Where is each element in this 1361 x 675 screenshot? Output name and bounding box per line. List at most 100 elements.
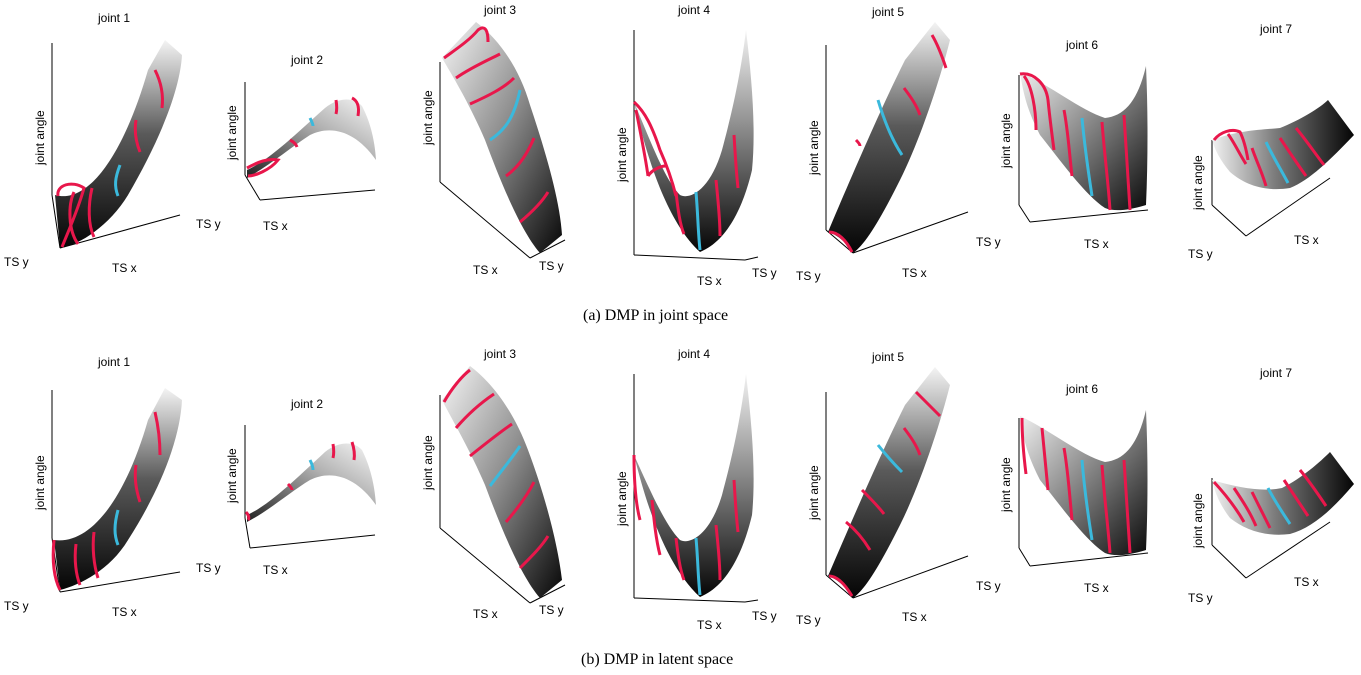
trajectory-demo [1226, 133, 1248, 165]
axis-label-x: TS x [112, 605, 137, 619]
axis-label-x: TS x [473, 607, 498, 621]
trajectory-demo [331, 443, 336, 459]
trajectory-demo [1062, 109, 1074, 177]
axis-x [59, 571, 181, 593]
trajectory-generated [694, 191, 702, 251]
trajectory-demo [289, 138, 299, 148]
axis-y [825, 574, 854, 599]
trajectory-demo [914, 390, 942, 418]
trajectory-demo [902, 87, 922, 116]
axis-x [249, 534, 376, 549]
trajectory-demo [828, 574, 854, 597]
axis-label-angle: joint angle [33, 110, 47, 166]
axis-x [852, 211, 969, 254]
surface [442, 22, 562, 253]
trajectory-demo [1294, 127, 1326, 166]
trajectory-demo [1122, 459, 1132, 554]
trajectory-demo [902, 427, 922, 456]
axis-label-angle: joint angle [1191, 493, 1205, 549]
trajectory-demo [469, 76, 516, 106]
trajectory-demo [73, 543, 82, 586]
trajectory-demo [634, 109, 667, 177]
axis-label-angle: joint angle [421, 435, 435, 491]
trajectory-generated [1080, 117, 1094, 197]
trajectory-generated [1264, 141, 1290, 184]
trajectory-generated [876, 444, 904, 474]
panel-title: joint 1 [97, 355, 130, 369]
axis-x [852, 555, 969, 599]
axis-label-x: TS x [902, 610, 927, 624]
axis-x [1029, 209, 1149, 223]
trajectory-generated [876, 99, 904, 156]
axis-label-x: TS x [263, 219, 288, 233]
axis-label-x: TS x [697, 618, 722, 632]
surface [828, 367, 950, 598]
axis-label-y2: TS y [196, 217, 221, 231]
caption-b: (b) DMP in latent space [581, 651, 733, 668]
trajectory-demo [1232, 487, 1258, 527]
trajectory-demo [674, 191, 686, 235]
axis-label-angle: joint angle [999, 113, 1013, 169]
trajectory-demo [674, 537, 686, 581]
axis-label-angle: joint angle [1191, 155, 1205, 211]
trajectory-demo [87, 187, 96, 238]
trajectory-demo [632, 100, 678, 197]
trajectory-demo [632, 454, 642, 521]
trajectory-demo [51, 539, 62, 591]
axis-x [439, 181, 531, 259]
panel-joint-5: joint 5 joint angle TS x TS y [796, 350, 969, 627]
panel-title: joint 3 [483, 347, 516, 361]
axis-y [744, 599, 759, 603]
trajectory-generated [488, 445, 522, 487]
axis-y [1211, 204, 1247, 237]
axis-label-angle: joint angle [615, 127, 629, 183]
panel-joint-4: joint 4 joint angle TS x TS y [615, 347, 777, 632]
trajectory-demo [286, 482, 294, 491]
trajectory-demo [1212, 480, 1246, 523]
panel-title: joint 3 [483, 3, 516, 17]
surface [54, 388, 182, 590]
axis-y [529, 239, 566, 259]
axis-label-y: TS y [976, 579, 1001, 593]
axis-label-angle: joint angle [807, 465, 821, 521]
trajectory-demo [828, 230, 854, 253]
trajectory-demo [854, 138, 862, 147]
trajectory-demo [1250, 147, 1268, 187]
trajectory-demo [56, 182, 86, 248]
panel-title: joint 7 [1259, 366, 1292, 380]
panel-title: joint 4 [677, 347, 710, 361]
panel-joint-1: joint 1 joint angle TS x TS y TS y [4, 355, 221, 619]
surface [634, 30, 754, 252]
panel-joint-1: joint 1 joint angle TS x TS y TS y [4, 11, 221, 275]
axis-label-angle: joint angle [807, 120, 821, 176]
trajectory-generated [1266, 487, 1292, 525]
axis-label-x: TS x [473, 263, 498, 277]
axis-label-y: TS y [4, 255, 29, 269]
panel-joint-7: joint 7 joint angle TS x TS y [1188, 366, 1354, 605]
caption-a: (a) DMP in joint space [583, 307, 728, 324]
surface [828, 22, 950, 253]
surface [247, 99, 376, 178]
trajectory-demo [518, 535, 550, 570]
axis-label-y: TS y [1188, 247, 1213, 261]
trajectory-demo [1212, 128, 1250, 161]
trajectory-demo [732, 134, 740, 189]
axis-label-y: TS y [539, 603, 564, 617]
surface [55, 40, 182, 248]
trajectory-demo [504, 481, 536, 523]
axis-label-x: TS x [112, 261, 137, 275]
axis-label-angle: joint angle [421, 90, 435, 146]
panel-joint-6: joint 6 joint angle TS x TS y [976, 38, 1149, 251]
surface [247, 443, 376, 522]
trajectory-demo [133, 464, 142, 503]
trajectory-demo [1278, 137, 1308, 177]
trajectory-demo [153, 69, 164, 109]
axis-label-x: TS x [1294, 233, 1319, 247]
axis-label-angle: joint angle [225, 105, 239, 161]
axis-y [244, 174, 261, 201]
axis-label-y: TS y [976, 235, 1001, 249]
trajectory-demo [1020, 417, 1028, 475]
panel-joint-5: joint 5 joint angle TS x TS y [796, 5, 969, 283]
axis-y [1211, 544, 1247, 579]
